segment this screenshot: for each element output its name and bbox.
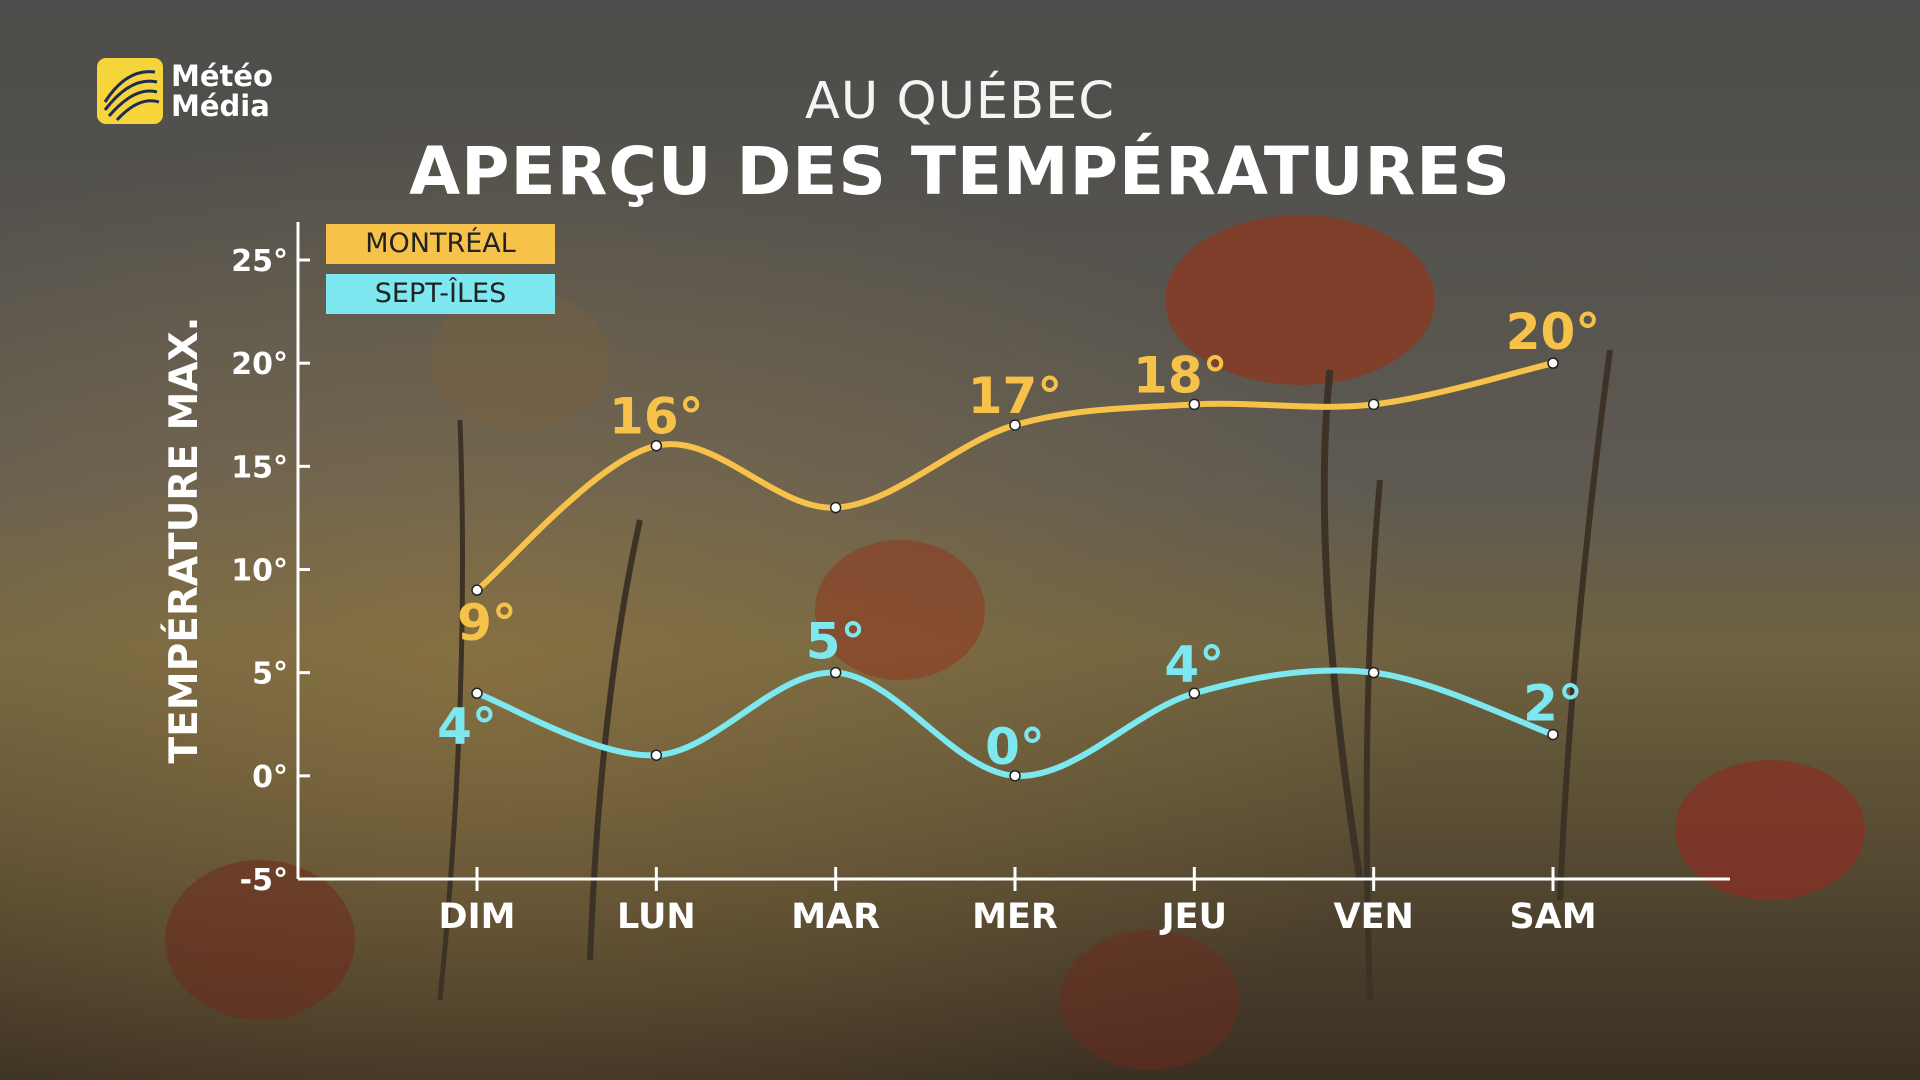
data-label-sept-iles: 5° bbox=[806, 613, 866, 671]
data-point-montreal bbox=[1547, 357, 1559, 369]
data-point-sept-iles bbox=[1009, 770, 1021, 782]
logo-line-1: Météo bbox=[171, 59, 273, 93]
y-tick-label: 20° bbox=[231, 347, 288, 382]
globe-icon bbox=[97, 58, 163, 124]
data-point-montreal bbox=[471, 584, 483, 596]
y-tick-label: 25° bbox=[231, 244, 288, 279]
data-label-montreal: 16° bbox=[609, 388, 704, 446]
data-label-sept-iles: 4° bbox=[437, 697, 497, 755]
data-point-sept-iles bbox=[471, 687, 483, 700]
y-tick-label: 0° bbox=[252, 760, 288, 795]
data-point-sept-iles bbox=[1547, 728, 1559, 741]
data-point-sept-iles bbox=[1188, 687, 1201, 700]
x-tick-label: LUN bbox=[617, 897, 696, 937]
legend-sept-iles: SEPT-ÎLES bbox=[326, 274, 555, 314]
logo-line-2: Média bbox=[171, 89, 270, 123]
data-label-sept-iles: 0° bbox=[985, 718, 1045, 776]
data-point-montreal bbox=[650, 439, 663, 452]
data-point-montreal bbox=[829, 501, 842, 514]
data-point-montreal bbox=[1009, 419, 1021, 431]
data-label-montreal: 18° bbox=[1133, 346, 1228, 404]
x-tick-label: VEN bbox=[1334, 897, 1414, 937]
legend-montreal: MONTRÉAL bbox=[326, 224, 555, 264]
data-point-sept-iles bbox=[650, 749, 663, 761]
y-tick-label: 10° bbox=[231, 554, 288, 589]
data-label-montreal: 20° bbox=[1506, 303, 1601, 361]
y-tick-label: 15° bbox=[231, 450, 288, 485]
data-point-montreal bbox=[1367, 398, 1380, 411]
y-tick-label: -5° bbox=[240, 863, 288, 898]
y-tick-label: 5° bbox=[252, 657, 288, 692]
data-point-montreal bbox=[1188, 398, 1201, 411]
x-tick-label: DIM bbox=[439, 897, 516, 937]
x-tick-label: JEU bbox=[1160, 897, 1227, 937]
data-label-sept-iles: 4° bbox=[1164, 635, 1224, 693]
y-axis-title: TEMPÉRATURE MAX. bbox=[160, 317, 207, 764]
x-tick-label: MER bbox=[972, 897, 1058, 937]
data-label-montreal: 9° bbox=[457, 594, 517, 652]
x-tick-label: MAR bbox=[791, 897, 880, 937]
data-point-sept-iles bbox=[829, 666, 842, 679]
chart-title: APERÇU DES TEMPÉRATURES bbox=[409, 133, 1511, 210]
data-point-sept-iles bbox=[1367, 666, 1380, 679]
meteomedia-logo: Météo Média bbox=[97, 58, 273, 124]
chart-subtitle: AU QUÉBEC bbox=[805, 72, 1115, 131]
data-label-sept-iles: 2° bbox=[1523, 675, 1583, 733]
data-label-montreal: 17° bbox=[968, 367, 1063, 425]
x-tick-label: SAM bbox=[1509, 897, 1596, 937]
